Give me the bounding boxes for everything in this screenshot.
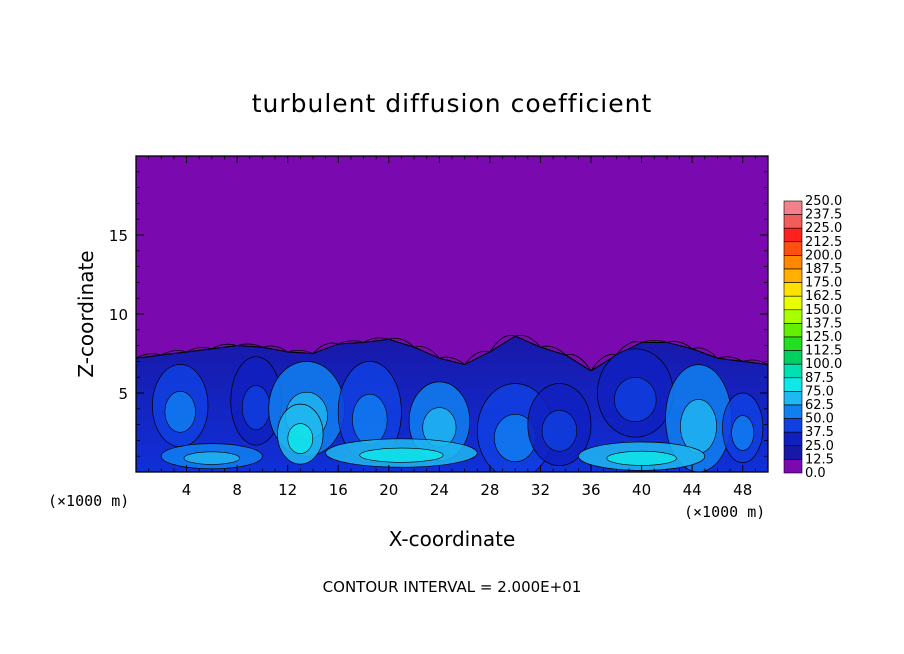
colorbar-swatch	[783, 391, 803, 406]
colorbar-label: 137.5	[805, 316, 842, 331]
contour-interval-note: CONTOUR INTERVAL = 2.000E+01	[323, 578, 582, 596]
eddy-core-3	[287, 423, 314, 454]
colorbar-swatch	[783, 418, 803, 433]
colorbar-swatch	[783, 350, 803, 365]
colorbar-label: 12.5	[805, 452, 834, 467]
x-tick-label: 4	[182, 481, 192, 499]
colorbar-swatch	[783, 255, 803, 270]
colorbar-swatch	[783, 404, 803, 419]
x-tick-label: 24	[430, 481, 449, 499]
x-axis-unit-left: (×1000 m)	[48, 492, 129, 510]
colorbar-label: 237.5	[805, 208, 842, 223]
chart-title: turbulent diffusion coefficient	[252, 89, 653, 118]
x-axis: 4 8 12 16 20 24 28 32 36 40 44 48	[148, 156, 756, 499]
colorbar-swatch	[783, 363, 803, 379]
colorbar-swatch	[783, 309, 803, 324]
eddy-core-7	[541, 409, 578, 452]
colorbar-swatch	[783, 282, 803, 297]
y-axis: 5 10 15	[109, 171, 768, 457]
colorbar-label: 37.5	[805, 425, 834, 440]
eddy-core-11	[359, 447, 444, 463]
colorbar-swatch	[783, 227, 803, 243]
eddy-core-13	[606, 450, 677, 466]
x-tick-label: 48	[733, 481, 752, 499]
colorbar-swatch	[783, 445, 803, 460]
x-tick-label: 44	[683, 481, 702, 499]
x-tick-label: 32	[531, 481, 550, 499]
x-axis-label: X-coordinate	[389, 527, 516, 551]
x-tick-label: 8	[232, 481, 242, 499]
colorbar-swatch	[783, 214, 803, 229]
colorbar-label: 150.0	[805, 303, 842, 318]
colorbar-label: 62.5	[805, 398, 834, 413]
colorbar-label: 225.0	[805, 221, 842, 236]
y-tick-label: 10	[109, 306, 128, 324]
eddy-core-12	[183, 451, 240, 465]
colorbar-swatch	[783, 377, 803, 392]
contour-field	[136, 334, 768, 472]
colorbar-label: 0.0	[805, 466, 826, 481]
colorbar-swatch	[783, 200, 803, 215]
x-axis-unit-right: (×1000 m)	[684, 503, 765, 521]
colorbar-swatch	[783, 459, 803, 474]
y-tick-label: 5	[118, 385, 128, 403]
colorbar-label: 75.0	[805, 384, 834, 399]
eddy-core-10	[731, 415, 755, 451]
layer-top-contour	[136, 334, 768, 372]
colorbar-swatch	[783, 431, 803, 447]
colorbar-label: 162.5	[805, 289, 842, 304]
x-tick-label: 36	[581, 481, 600, 499]
colorbar-label: 175.0	[805, 276, 842, 291]
colorbar-swatch	[783, 336, 803, 351]
eddy-core-4	[352, 393, 388, 446]
colorbar-swatch	[783, 323, 803, 338]
colorbar-swatch	[783, 241, 803, 256]
y-axis-label: Z-coordinate	[74, 250, 98, 377]
colorbar-swatch	[783, 295, 803, 311]
colorbar: 250.0237.5225.0212.5200.0187.5175.0162.5…	[783, 194, 842, 481]
colorbar-label: 50.0	[805, 412, 834, 427]
x-tick-label: 40	[632, 481, 651, 499]
eddy-core-8	[614, 377, 657, 423]
x-tick-label: 12	[278, 481, 297, 499]
colorbar-label: 187.5	[805, 262, 842, 277]
colorbar-label: 200.0	[805, 248, 842, 263]
colorbar-label: 212.5	[805, 235, 842, 250]
colorbar-label: 125.0	[805, 330, 842, 345]
colorbar-label: 250.0	[805, 194, 842, 209]
x-tick-label: 20	[379, 481, 398, 499]
colorbar-swatch	[783, 268, 803, 283]
eddy-core-9	[680, 399, 717, 454]
colorbar-label: 112.5	[805, 344, 842, 359]
colorbar-label: 100.0	[805, 357, 842, 372]
y-tick-label: 15	[109, 227, 128, 245]
colorbar-label: 25.0	[805, 439, 834, 454]
colorbar-label: 87.5	[805, 371, 834, 386]
eddy-core-1	[241, 385, 271, 430]
x-tick-label: 16	[329, 481, 348, 499]
eddy-core-0	[164, 390, 196, 433]
x-tick-label: 28	[480, 481, 499, 499]
